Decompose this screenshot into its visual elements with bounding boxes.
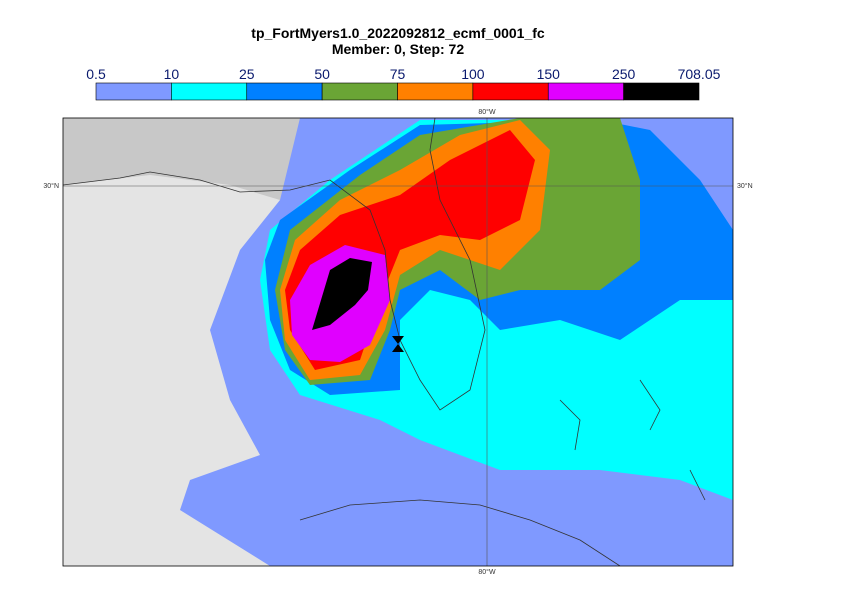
lon-label: 80°W xyxy=(478,108,496,116)
colorbar-label: 100 xyxy=(461,66,485,82)
map-frame xyxy=(62,117,734,567)
colorbar-segment xyxy=(397,82,474,101)
lat-label: 30°N xyxy=(737,182,753,190)
colorbar-segment xyxy=(623,82,700,101)
colorbar-segment xyxy=(171,82,248,101)
marker xyxy=(392,336,404,352)
colorbar-label: 0.5 xyxy=(86,66,106,82)
lat-label: 30°N xyxy=(43,182,59,190)
map: 80°W 80°W 30°N 30°N xyxy=(43,108,752,576)
coastline xyxy=(299,499,621,566)
colorbar-segment xyxy=(321,82,398,101)
colorbar-label: 10 xyxy=(164,66,180,82)
colorbar-label: 25 xyxy=(239,66,255,82)
coastline xyxy=(63,118,486,411)
precip-7 xyxy=(312,258,372,330)
lon-label: 80°W xyxy=(478,568,496,576)
colorbar-segment xyxy=(472,82,549,101)
colorbar-label: 75 xyxy=(390,66,406,82)
colorbar-label: 708.05 xyxy=(678,66,721,82)
colorbar-segment xyxy=(547,82,624,101)
colorbar-segment xyxy=(246,82,323,101)
coastline xyxy=(559,379,706,501)
colorbar-label: 50 xyxy=(314,66,330,82)
colorbar-label: 150 xyxy=(537,66,561,82)
colorbar-segment xyxy=(95,82,172,101)
title: tp_FortMyers1.0_2022092812_ecmf_0001_fc xyxy=(251,25,545,41)
subtitle: Member: 0, Step: 72 xyxy=(332,41,464,57)
colorbar-label: 250 xyxy=(612,66,636,82)
colorbar: 0.5 10 25 50 75 100 150 250 708.05 xyxy=(86,66,721,101)
